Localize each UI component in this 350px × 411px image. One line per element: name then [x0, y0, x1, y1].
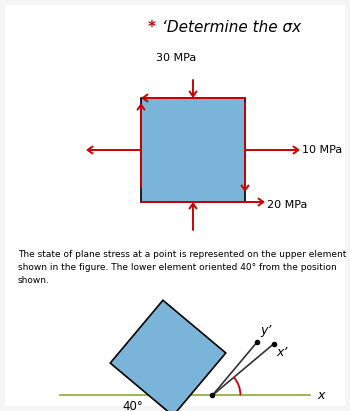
Bar — [141, 98, 245, 202]
Text: x’: x’ — [277, 346, 288, 359]
Text: shown in the figure. The lower element oriented 40° from the position: shown in the figure. The lower element o… — [18, 263, 337, 272]
Text: 20 MPa: 20 MPa — [267, 200, 307, 210]
Text: 10 MPa: 10 MPa — [302, 145, 342, 155]
FancyBboxPatch shape — [5, 5, 345, 406]
Polygon shape — [110, 300, 226, 411]
Text: *: * — [148, 20, 161, 35]
Text: The state of plane stress at a point is represented on the upper element: The state of plane stress at a point is … — [18, 250, 346, 259]
Text: 40°: 40° — [122, 400, 143, 411]
Text: ‘Determine the σx: ‘Determine the σx — [162, 20, 301, 35]
Text: shown.: shown. — [18, 276, 50, 285]
Text: 30 MPa: 30 MPa — [156, 53, 196, 63]
Text: x: x — [317, 389, 324, 402]
Text: y’: y’ — [260, 323, 272, 337]
